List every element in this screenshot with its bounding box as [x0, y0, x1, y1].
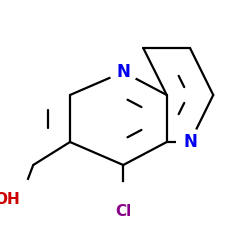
- Text: N: N: [116, 63, 130, 81]
- Circle shape: [102, 183, 144, 225]
- Circle shape: [177, 129, 203, 155]
- Circle shape: [0, 179, 41, 221]
- Text: Cl: Cl: [115, 204, 132, 219]
- Circle shape: [110, 59, 136, 85]
- Text: OH: OH: [0, 192, 20, 208]
- Text: N: N: [183, 133, 197, 151]
